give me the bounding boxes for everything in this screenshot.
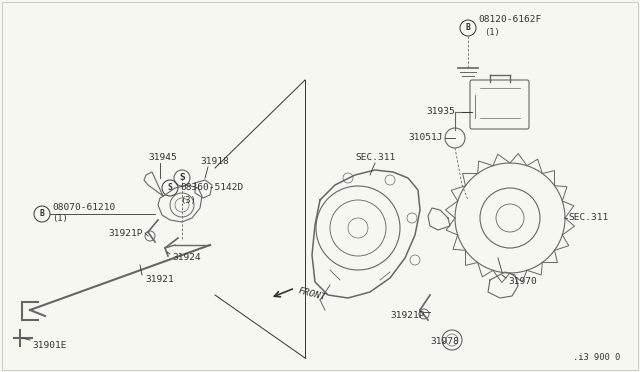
Text: 31924: 31924	[172, 253, 201, 263]
Text: 31918: 31918	[200, 157, 228, 167]
Text: 31921: 31921	[145, 276, 173, 285]
Text: 31978: 31978	[430, 337, 459, 346]
Text: 31051J: 31051J	[408, 134, 442, 142]
Text: S: S	[168, 183, 172, 192]
Text: (1): (1)	[52, 215, 68, 224]
Text: 31945: 31945	[148, 154, 177, 163]
Text: S: S	[179, 173, 185, 183]
Text: .i3 900 0: .i3 900 0	[573, 353, 620, 362]
Text: B: B	[40, 209, 44, 218]
Text: FRONT: FRONT	[297, 287, 327, 303]
Text: 31901E: 31901E	[32, 340, 67, 350]
Text: 31921P: 31921P	[108, 228, 143, 237]
Text: (3): (3)	[180, 196, 196, 205]
Text: B: B	[465, 23, 470, 32]
Text: 08070-61210: 08070-61210	[52, 202, 115, 212]
Text: 31921P: 31921P	[390, 311, 424, 320]
Text: 08360-5142D: 08360-5142D	[180, 183, 243, 192]
Text: 08120-6162F: 08120-6162F	[478, 16, 541, 25]
Text: SEC.311: SEC.311	[355, 154, 396, 163]
Text: SEC.311: SEC.311	[568, 214, 608, 222]
Text: (1): (1)	[484, 28, 500, 36]
Text: 31970: 31970	[508, 278, 537, 286]
Text: 31935: 31935	[426, 108, 455, 116]
